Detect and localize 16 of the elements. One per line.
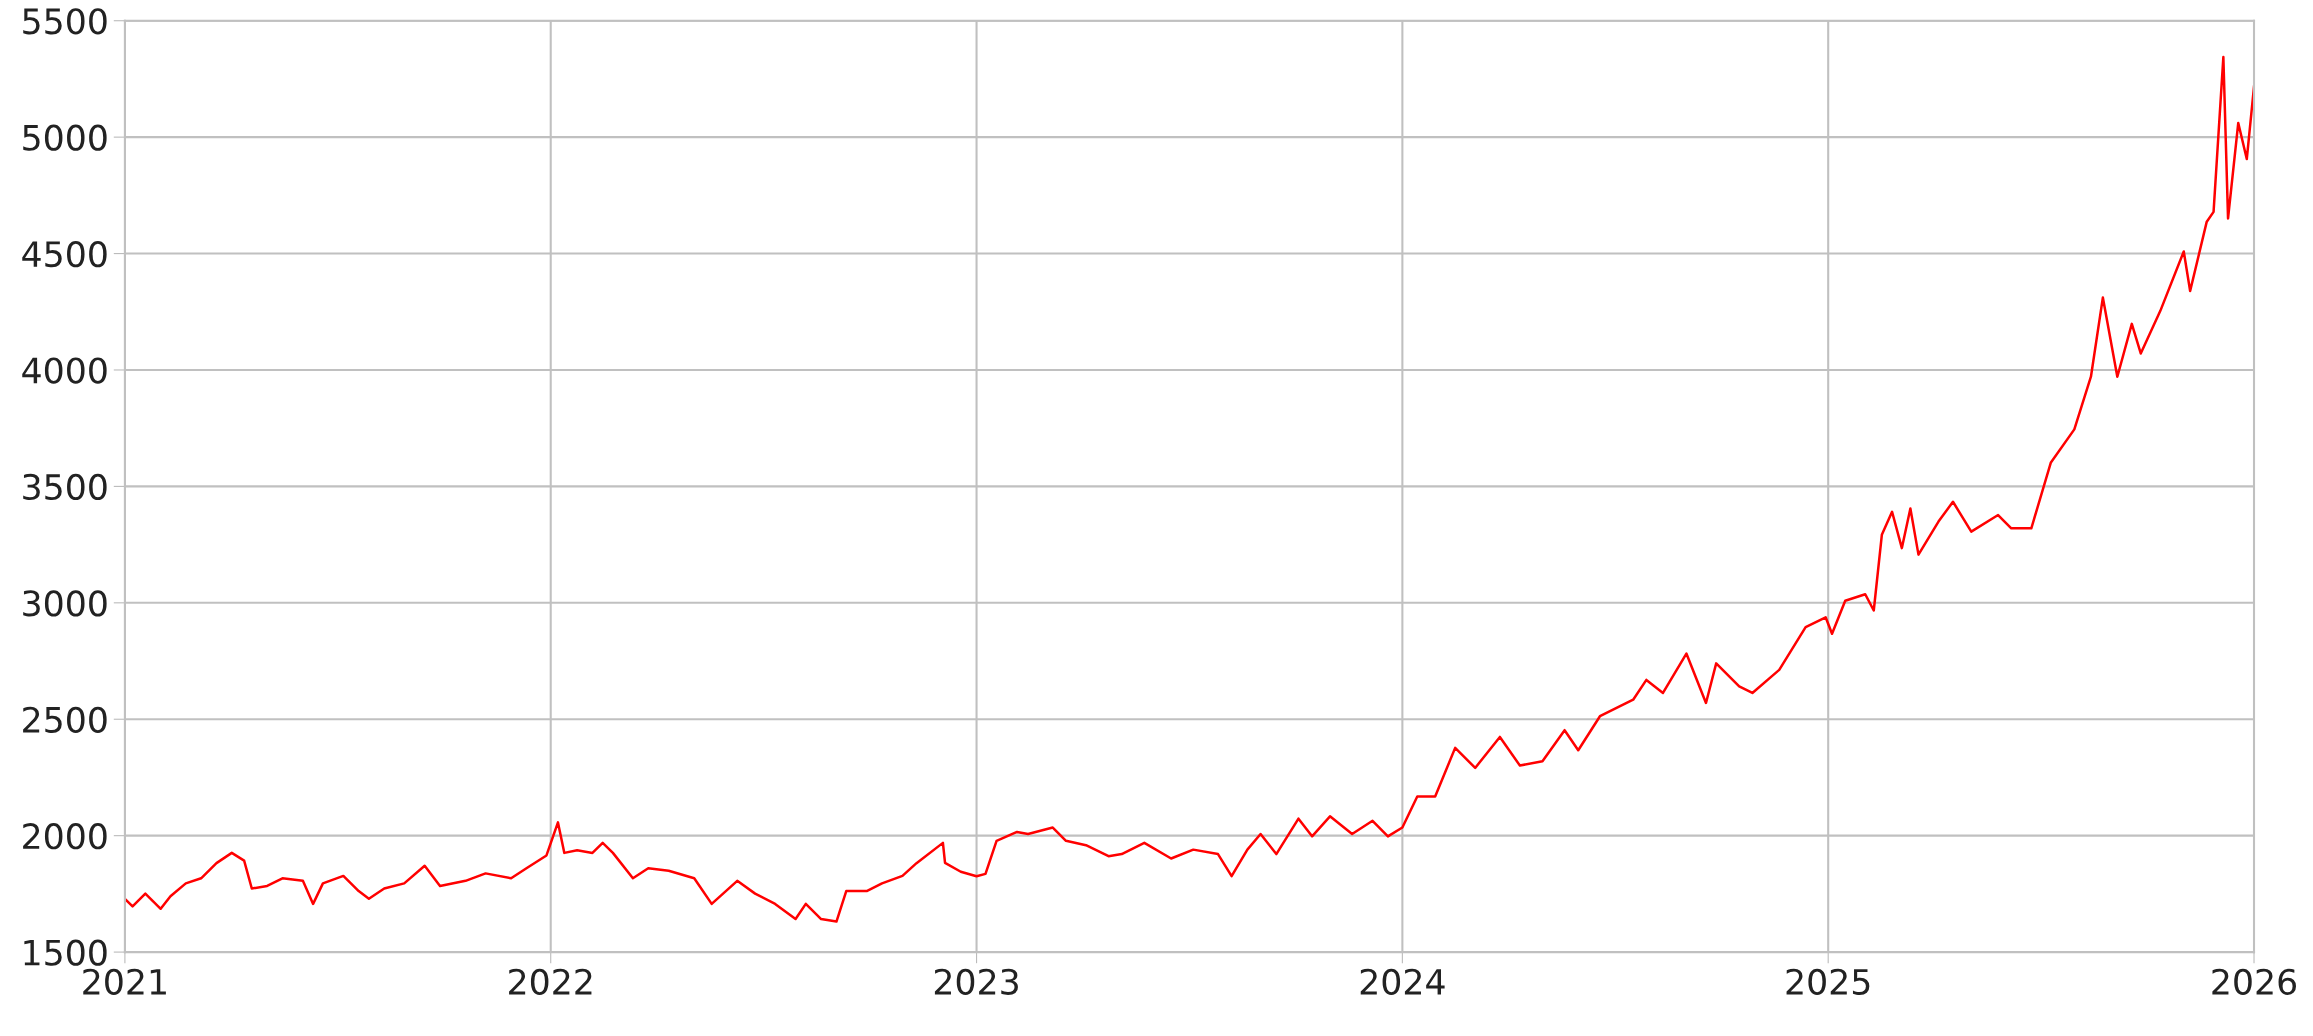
x-tick-label: 2022 bbox=[509, 968, 592, 995]
x-tick-label: 2021 bbox=[83, 968, 166, 995]
y-tick-label: 3500 bbox=[23, 473, 107, 501]
y-tick-label: 2500 bbox=[23, 706, 107, 733]
y-tick-label: 5500 bbox=[23, 8, 107, 35]
y-tick-label: 5000 bbox=[23, 124, 107, 151]
x-tick-label: 2025 bbox=[1786, 968, 1870, 995]
y-tick-label: 2000 bbox=[23, 823, 107, 850]
y-tick-label: 4000 bbox=[22, 357, 107, 384]
y-tick-label: 1500 bbox=[24, 939, 107, 966]
x-tick-label: 2026 bbox=[2212, 968, 2297, 995]
line-series bbox=[124, 55, 2255, 923]
x-tick-label: 2024 bbox=[1360, 968, 1445, 995]
y-tick-label: 3000 bbox=[23, 590, 107, 617]
y-tick-label: 4500 bbox=[22, 240, 107, 268]
x-tick-label: 2023 bbox=[934, 968, 1018, 995]
